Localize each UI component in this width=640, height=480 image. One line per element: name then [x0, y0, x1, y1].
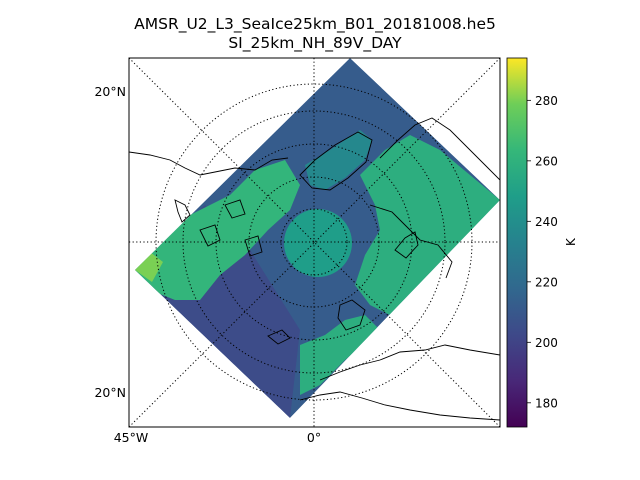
colorbar-tick-label: 200 [535, 336, 558, 350]
chart-title: AMSR_U2_L3_SeaIce25km_B01_20181008.he5 [134, 15, 496, 34]
map-panel [129, 58, 500, 427]
colorbar-label: K [564, 237, 578, 246]
colorbar-ticks: 180 200 220 240 260 280 [527, 94, 558, 410]
chart-subtitle: SI_25km_NH_89V_DAY [228, 34, 402, 53]
lon-label-45w: 45°W [114, 430, 149, 445]
colorbar-tick-label: 260 [535, 154, 558, 168]
lon-label-0: 0° [307, 430, 321, 445]
colorbar: 180 200 220 240 260 280 K [507, 58, 578, 427]
colorbar-tick-label: 240 [535, 215, 558, 229]
region-central-arctic [284, 209, 352, 277]
colorbar-gradient [507, 58, 527, 427]
colorbar-tick-label: 220 [535, 275, 558, 289]
colorbar-tick-label: 180 [535, 396, 558, 410]
lat-label-upper: 20°N [94, 84, 126, 99]
colorbar-tick-label: 280 [535, 94, 558, 108]
lat-label-lower: 20°N [94, 385, 126, 400]
